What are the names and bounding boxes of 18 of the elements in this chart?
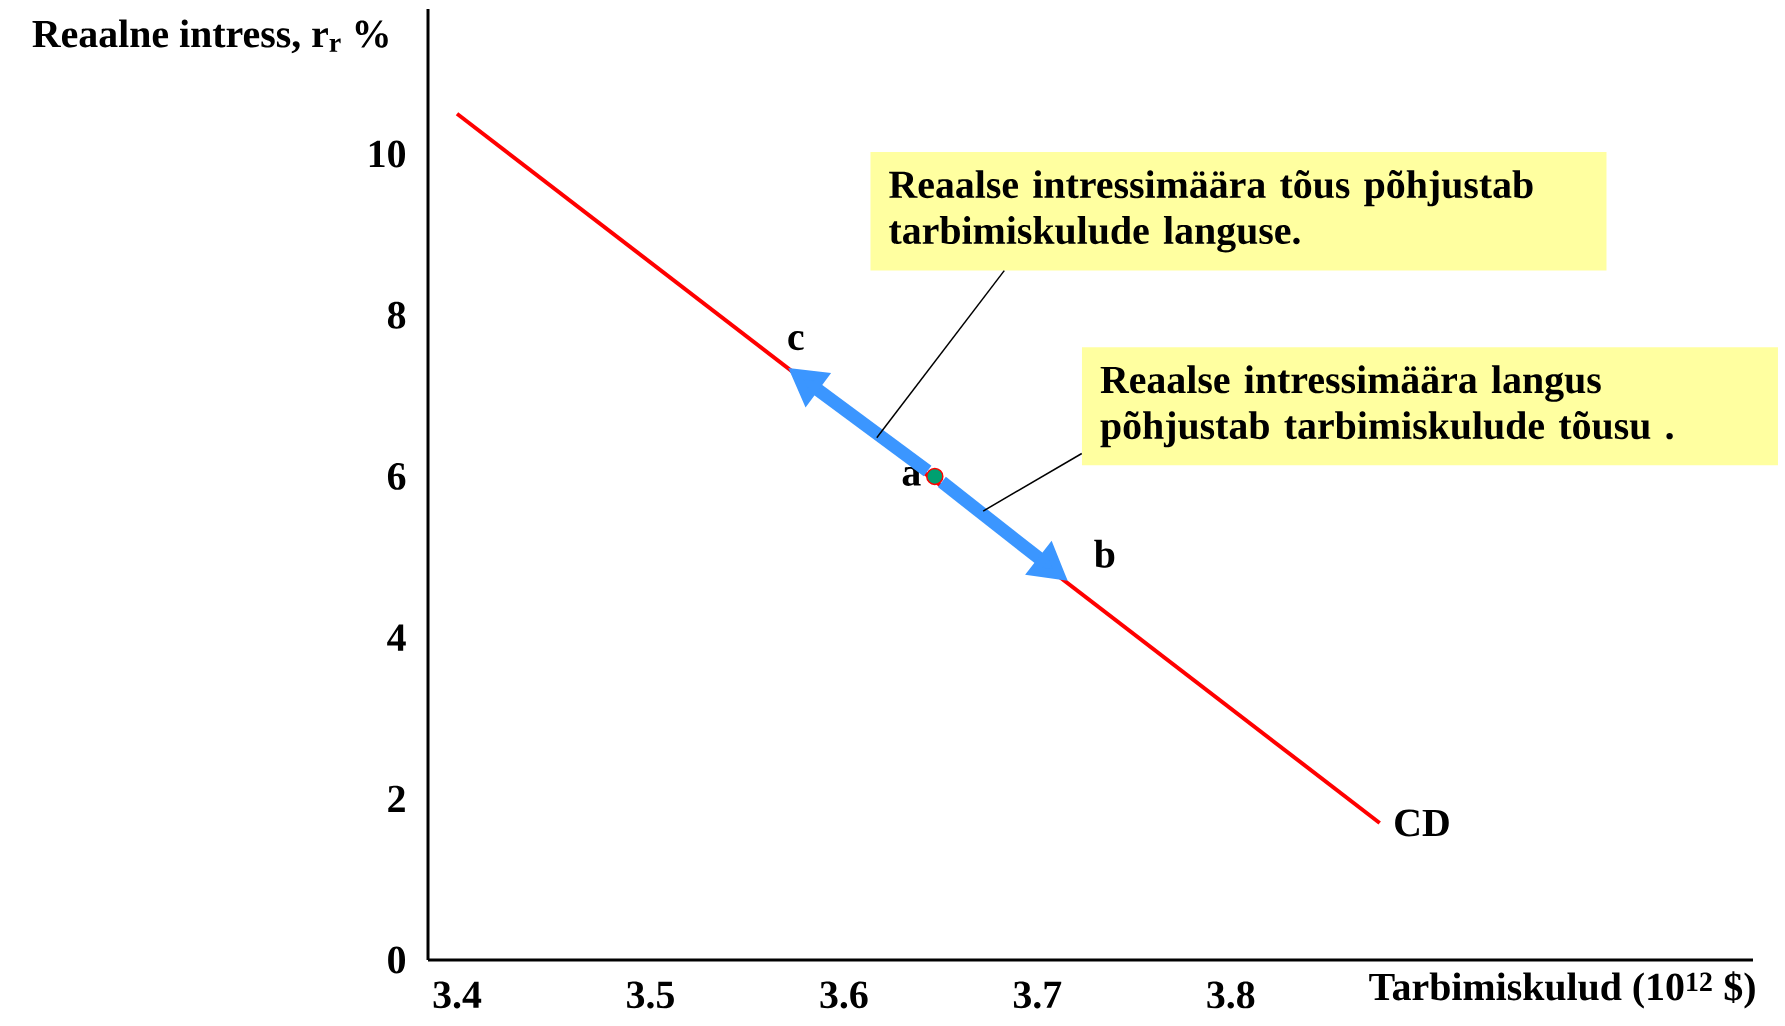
y-tick-label: 4 xyxy=(387,624,406,651)
x-tick-label: 3.6 xyxy=(820,981,868,1009)
y-tick-label: 0 xyxy=(388,946,406,974)
x-tick-label: 3.4 xyxy=(433,981,482,1009)
x-tick-label: 3.7 xyxy=(1013,981,1062,1009)
annotation: Reaalse intressimäära tõus põhjustab tarbimiskulude languse. xyxy=(889,170,1533,253)
y-tick-label: 6 xyxy=(387,463,406,490)
y-tick-label: 10 xyxy=(369,140,406,168)
x-tick-label: 3.8 xyxy=(1207,981,1255,1009)
y-tick-label: 2 xyxy=(388,785,405,812)
series-label: CD xyxy=(1395,809,1449,837)
annotation: Reaalse intressimäära langus põhjustab tarbimiskulude tõusu . xyxy=(1100,365,1673,448)
y-axis-title: Reaalne intress, r$_{r}$ % xyxy=(32,19,388,54)
annotation: c xyxy=(788,330,804,351)
y-tick-label: 8 xyxy=(387,301,406,329)
x-axis-title: Tarbimiskulud (10$^{12}$ $) xyxy=(1369,971,1755,1009)
x-tick-label: 3.5 xyxy=(627,981,674,1009)
annotation: b xyxy=(1094,539,1115,568)
